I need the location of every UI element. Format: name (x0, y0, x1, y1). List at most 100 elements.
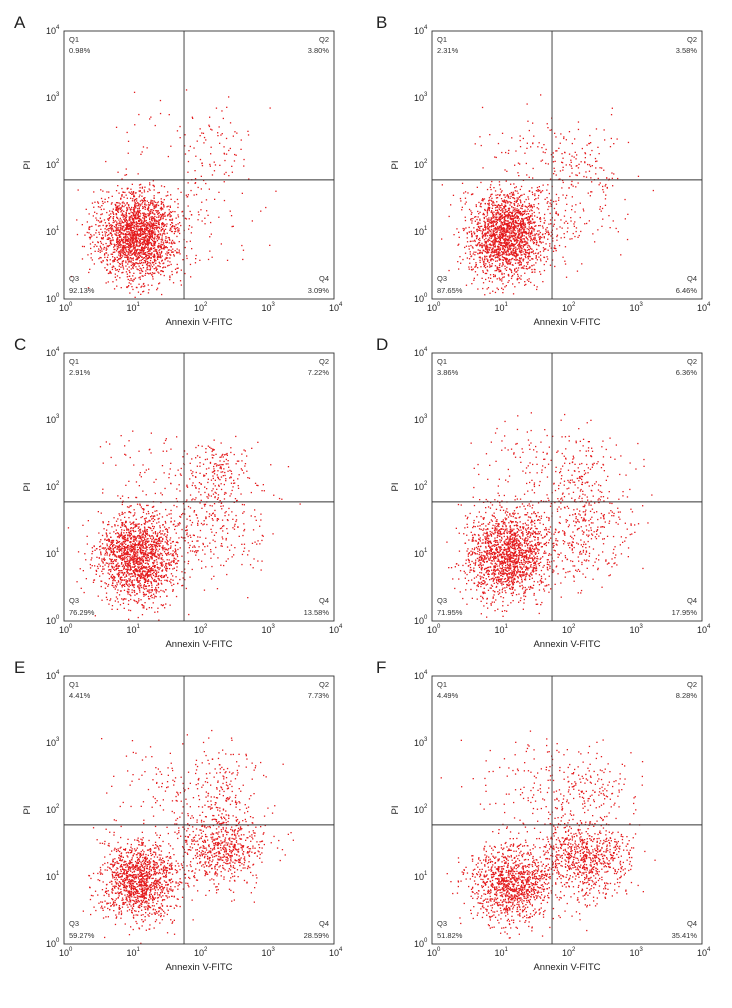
scatter-point (586, 222, 588, 225)
scatter-point (120, 214, 123, 216)
scatter-point (550, 203, 552, 206)
scatter-point (556, 228, 558, 230)
scatter-point (108, 237, 110, 239)
scatter-point (204, 217, 206, 219)
scatter-point (495, 218, 498, 220)
scatter-point (113, 243, 115, 245)
scatter-point (589, 195, 591, 197)
scatter-point (471, 232, 473, 234)
scatter-point (138, 113, 140, 116)
scatter-point (108, 603, 110, 605)
scatter-point (141, 151, 143, 153)
scatter-point (144, 594, 146, 596)
scatter-point (507, 260, 509, 262)
scatter-point (485, 272, 488, 275)
scatter-point (157, 210, 159, 212)
scatter-point (129, 564, 131, 566)
scatter-point (111, 202, 113, 204)
scatter-point (145, 223, 147, 225)
scatter-point (176, 227, 179, 229)
scatter-point (535, 239, 538, 242)
scatter-point (578, 163, 580, 165)
scatter-point (184, 272, 186, 275)
scatter-point (163, 248, 165, 250)
scatter-point (143, 217, 145, 219)
scatter-point (155, 269, 157, 272)
scatter-point (152, 247, 155, 249)
scatter-point (146, 538, 148, 540)
scatter-point (112, 217, 114, 219)
scatter-point (581, 147, 583, 150)
scatter-point (127, 252, 129, 254)
scatter-point (143, 257, 145, 259)
scatter-point (147, 213, 149, 215)
scatter-point (466, 257, 468, 259)
scatter-point (168, 212, 170, 214)
scatter-point (521, 244, 523, 247)
scatter-point (491, 265, 493, 267)
scatter-point (531, 248, 533, 250)
scatter-point (478, 213, 480, 215)
scatter-point (140, 293, 142, 295)
scatter-point (141, 275, 143, 277)
scatter-point (500, 229, 502, 231)
scatter-point (524, 226, 526, 228)
scatter-point (217, 135, 219, 137)
scatter-point (502, 259, 504, 262)
scatter-point (151, 518, 153, 520)
scatter-point (148, 250, 150, 253)
scatter-point (157, 245, 160, 247)
scatter-point (486, 212, 489, 214)
scatter-point (549, 178, 552, 180)
scatter-point (108, 218, 110, 220)
scatter-point (142, 250, 145, 252)
scatter-point (589, 154, 591, 156)
scatter-point (513, 244, 515, 246)
scatter-point (121, 256, 123, 259)
scatter-point (142, 212, 144, 214)
scatter-point (158, 261, 160, 263)
scatter-point (116, 285, 118, 287)
scatter-point (525, 242, 527, 244)
scatter-point (104, 253, 106, 255)
scatter-point (176, 235, 178, 238)
scatter-point (128, 589, 130, 591)
x-tick-base: 10 (126, 303, 136, 313)
scatter-point (110, 216, 112, 218)
scatter-point (531, 210, 533, 212)
scatter-point (517, 234, 520, 236)
scatter-point (475, 205, 477, 208)
scatter-point (491, 207, 493, 209)
scatter-point (100, 552, 102, 554)
scatter-point (154, 241, 156, 243)
scatter-point (136, 217, 138, 219)
scatter-point (507, 251, 509, 253)
scatter-point (497, 248, 499, 251)
scatter-point (492, 224, 494, 226)
scatter-point (530, 204, 532, 206)
scatter-point (509, 249, 511, 251)
scatter-point (498, 255, 501, 257)
scatter-point (147, 222, 149, 224)
scatter-point (570, 183, 573, 186)
scatter-point (506, 230, 509, 232)
scatter-point (189, 576, 191, 578)
scatter-point (153, 185, 155, 188)
scatter-point (104, 228, 106, 230)
scatter-point (501, 132, 504, 134)
scatter-point (133, 264, 135, 267)
scatter-point (203, 136, 206, 139)
scatter-point (125, 532, 128, 534)
scatter-point (155, 586, 157, 589)
x-tick-label: 10 2 (562, 302, 576, 313)
scatter-point (133, 514, 136, 516)
scatter-point (521, 214, 523, 217)
scatter-point (517, 235, 519, 238)
scatter-point (506, 226, 508, 228)
scatter-point (169, 219, 171, 221)
scatter-point (512, 191, 514, 193)
scatter-point (530, 222, 532, 224)
scatter-point (464, 191, 467, 193)
scatter-point (144, 233, 146, 235)
scatter-point (134, 231, 136, 234)
